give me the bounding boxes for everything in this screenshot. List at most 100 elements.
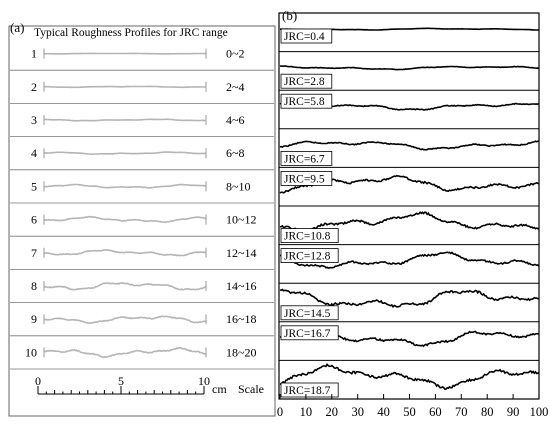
- jrc-profile-7: JRC=12.8: [279, 244, 540, 269]
- jrc-label: JRC=16.7: [284, 328, 331, 340]
- profile-number: 10: [25, 345, 37, 359]
- jrc-label: JRC=2.8: [284, 76, 325, 88]
- jrc-profile-2: JRC=2.8: [279, 51, 540, 89]
- panel-a-title: Typical Roughness Profiles for JRC range: [34, 27, 228, 39]
- profile-number: 4: [31, 146, 37, 160]
- jrc-label-box: [280, 325, 339, 341]
- panel-a-label: (a): [10, 20, 24, 35]
- jrc-range-label: 14~16: [226, 279, 257, 293]
- roughness-profile-line: [43, 248, 207, 257]
- jrc-range-label: 12~14: [226, 246, 257, 260]
- jrc-range-label: 2~4: [226, 80, 245, 94]
- panel-b-label: (b): [282, 8, 297, 23]
- profile-number: 3: [31, 113, 37, 127]
- roughness-profile-line: [44, 215, 207, 224]
- x-tick-label: 70: [455, 405, 468, 419]
- profile-number: 8: [31, 279, 37, 293]
- jrc-label: JRC=10.8: [284, 231, 331, 243]
- jrc-label-box: [280, 73, 333, 89]
- roughness-profile-line: [43, 52, 206, 55]
- x-tick-label: 80: [481, 405, 494, 419]
- jrc-label: JRC=6.7: [284, 153, 325, 165]
- jrc-label: JRC=5.8: [284, 96, 325, 108]
- panel-b-x-axis: 0 10 20 30 40 50 60 70 80 90 100: [277, 394, 549, 419]
- jrc-label: JRC=9.5: [284, 173, 325, 185]
- jrc-profile-line: [279, 363, 540, 391]
- profile-row-1: 1 0~2: [31, 47, 245, 61]
- profile-number: 6: [31, 213, 37, 227]
- jrc-profile-5: JRC=9.5: [279, 166, 540, 194]
- jrc-profile-6: JRC=10.8: [279, 205, 540, 244]
- profile-number: 2: [31, 80, 37, 94]
- jrc-profile-line: [279, 251, 540, 269]
- jrc-label-box: [280, 150, 333, 166]
- jrc-range-label: 4~6: [226, 113, 245, 127]
- x-tick-label: 90: [507, 405, 520, 419]
- roughness-profile-line: [44, 85, 206, 89]
- x-tick-label: 100: [530, 405, 549, 419]
- jrc-label-box: [280, 248, 339, 264]
- panel-b-profiles: JRC=0.4 JRC=2.8 JRC=5.8 JRC=6.7 JRC=9.5 JRC=1…: [279, 27, 540, 398]
- jrc-label: JRC=18.7: [284, 385, 331, 397]
- scale-tick-label: 10: [198, 374, 210, 388]
- jrc-profile-10: JRC=18.7: [279, 359, 540, 398]
- jrc-profile-8: JRC=14.5: [279, 282, 540, 321]
- profile-row-2: 2 2~4: [10, 69, 274, 94]
- profile-row-6: 6 10~12: [10, 202, 274, 227]
- profile-row-3: 3 4~6: [10, 103, 274, 127]
- x-tick-label: 40: [377, 405, 390, 419]
- jrc-label-box: [280, 228, 339, 244]
- jrc-range-label: 6~8: [226, 146, 245, 160]
- profile-row-7: 7 12~14: [10, 235, 274, 260]
- scale-word: Scale: [238, 382, 264, 396]
- profile-row-9: 9 16~18: [10, 302, 274, 326]
- jrc-label-box: [280, 382, 339, 398]
- x-tick-label: 0: [277, 405, 283, 419]
- profile-row-5: 5 8~10: [10, 169, 274, 193]
- jrc-profile-line: [279, 288, 540, 309]
- panel-a-rows: 1 0~2 2 2~4 3 4~6 4 6~8 5 8~10 6 10~12 7 12~14 8 14~16 9…: [10, 47, 274, 370]
- jrc-label-box: [280, 305, 339, 321]
- roughness-profile-line: [43, 281, 207, 291]
- x-tick-label: 20: [326, 405, 339, 419]
- jrc-label-box: [280, 93, 333, 109]
- scale-unit: cm: [212, 382, 227, 396]
- jrc-label: JRC=14.5: [284, 308, 331, 320]
- jrc-range-label: 8~10: [226, 179, 251, 193]
- jrc-label-box: [280, 170, 333, 186]
- profile-number: 7: [31, 246, 37, 260]
- jrc-profile-3: JRC=5.8: [279, 89, 540, 111]
- jrc-range-label: 16~18: [226, 312, 257, 326]
- x-tick-label: 10: [300, 405, 313, 419]
- profile-number: 9: [31, 312, 37, 326]
- jrc-profile-9: JRC=16.7: [279, 321, 540, 348]
- jrc-range-label: 10~12: [226, 213, 257, 227]
- panel-a: (a) Typical Roughness Profiles for JRC r…: [8, 20, 276, 417]
- roughness-profile-line: [44, 118, 207, 122]
- roughness-profile-line: [43, 315, 207, 325]
- jrc-profile-1: JRC=0.4: [279, 27, 540, 44]
- jrc-range-label: 18~20: [226, 345, 257, 359]
- jrc-label: JRC=12.8: [284, 251, 331, 263]
- profile-row-8: 8 14~16: [10, 268, 274, 293]
- profile-number: 1: [31, 47, 37, 61]
- jrc-label: JRC=0.4: [284, 31, 325, 43]
- jrc-range-label: 0~2: [226, 47, 245, 61]
- jrc-profile-line: [279, 65, 540, 71]
- jrc-profile-line: [279, 140, 540, 151]
- profile-row-4: 4 6~8: [10, 136, 274, 160]
- scale-tick-label: 5: [118, 374, 124, 388]
- x-tick-label: 50: [403, 405, 416, 419]
- jrc-profile-4: JRC=6.7: [279, 128, 540, 166]
- jrc-label-box: [280, 28, 333, 44]
- x-tick-label: 30: [351, 405, 364, 419]
- roughness-profile-line: [44, 151, 206, 155]
- profile-row-10: 10 18~20: [10, 335, 274, 359]
- jrc-profile-line: [279, 211, 540, 233]
- x-tick-label: 60: [429, 405, 442, 419]
- roughness-profile-line: [43, 346, 207, 359]
- scale-tick-label: 0: [35, 374, 41, 388]
- panel-a-frame: [8, 25, 276, 417]
